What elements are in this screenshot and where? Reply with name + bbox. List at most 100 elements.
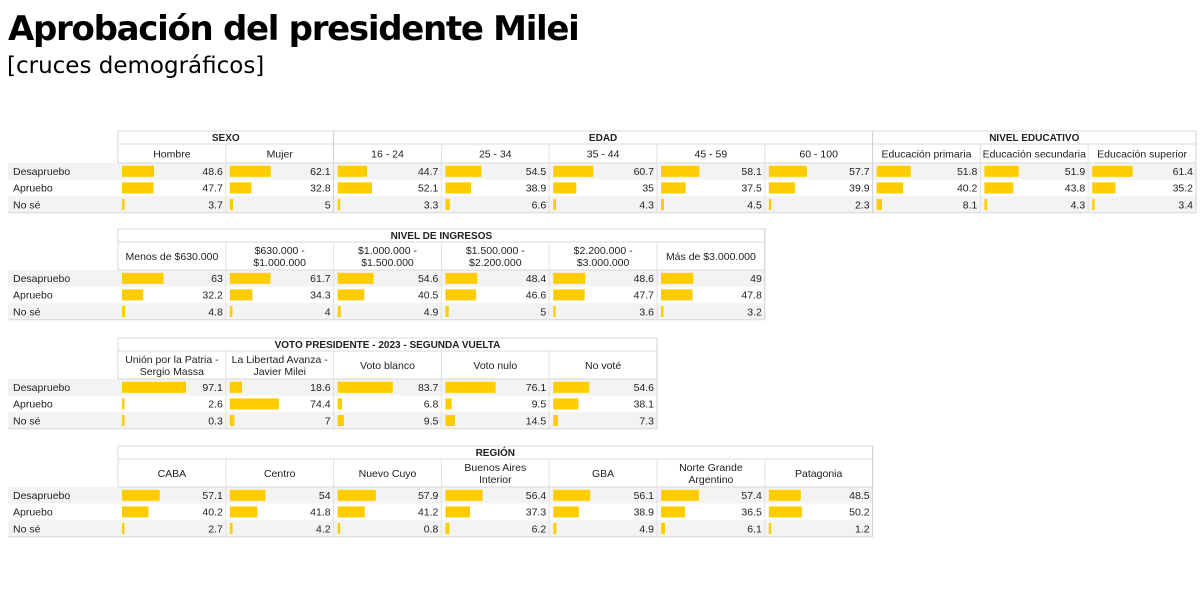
column-header: $1.000.000 -: [358, 245, 417, 257]
data-label: 74.4: [310, 399, 331, 411]
data-bar: [445, 199, 450, 210]
data-label: 2.7: [208, 523, 223, 535]
row-label: Apruebo: [13, 399, 53, 411]
data-bar: [445, 165, 482, 177]
data-label: 2.3: [855, 199, 870, 211]
data-bar: [768, 199, 772, 210]
row-label: Apruebo: [13, 507, 53, 519]
data-label: 83.7: [418, 382, 439, 394]
column-header: Norte Grande: [679, 462, 743, 474]
data-bar: [768, 182, 796, 194]
row-label: Desapruebo: [13, 273, 70, 285]
data-bar: [337, 272, 374, 284]
data-label: 3.6: [639, 306, 654, 318]
data-bar: [876, 182, 904, 194]
data-bar: [337, 199, 341, 210]
data-label: 2.6: [208, 399, 223, 411]
group-header: NIVEL EDUCATIVO: [989, 133, 1079, 144]
data-label: 4.9: [424, 306, 439, 318]
data-bar: [553, 415, 559, 426]
data-bar: [768, 523, 772, 534]
data-label: 50.2: [849, 507, 870, 519]
column-header: Unión por la Patria -: [125, 354, 219, 366]
data-bar: [229, 306, 233, 317]
data-bar: [337, 523, 341, 534]
data-bar: [445, 289, 477, 301]
data-label: 35: [642, 183, 654, 195]
data-label: 7: [325, 415, 331, 427]
data-bar: [122, 381, 187, 393]
data-label: 4.5: [747, 199, 762, 211]
data-bar: [445, 489, 483, 501]
data-label: 34.3: [310, 290, 331, 302]
data-label: 54: [319, 490, 331, 502]
data-label: 47.8: [741, 290, 762, 302]
data-label: 48.4: [526, 273, 547, 285]
data-label: 6.1: [747, 523, 762, 535]
data-bar: [122, 523, 125, 534]
data-label: 56.1: [634, 490, 655, 502]
data-bar: [1092, 182, 1116, 194]
column-header: Sergio Massa: [140, 366, 204, 378]
data-bar: [768, 506, 802, 518]
data-bar: [553, 489, 591, 501]
data-label: 44.7: [418, 166, 439, 178]
group-header: VOTO PRESIDENTE - 2023 - SEGUNDA VUELTA: [275, 340, 501, 351]
group-header: SEXO: [212, 133, 240, 144]
data-label: 51.9: [1065, 166, 1086, 178]
data-label: 40.2: [202, 507, 223, 519]
group-header: REGIÓN: [476, 446, 515, 459]
data-bar: [337, 398, 343, 410]
data-label: 47.7: [202, 183, 223, 195]
page-title: Aprobación del presidente Milei: [8, 9, 580, 49]
data-label: 9.5: [532, 399, 547, 411]
data-label: 40.2: [957, 183, 978, 195]
table-row-bg: [8, 179, 1196, 197]
data-bar: [229, 272, 271, 284]
data-label: 37.5: [741, 183, 762, 195]
data-label: 6.6: [532, 199, 547, 211]
data-bar: [1092, 165, 1133, 177]
data-bar: [337, 165, 368, 177]
column-header: Educación superior: [1097, 148, 1187, 160]
data-label: 32.2: [202, 290, 223, 302]
data-bar: [337, 415, 344, 426]
data-label: 49: [750, 273, 762, 285]
data-bar: [984, 199, 988, 210]
data-bar: [661, 306, 664, 317]
data-bar: [553, 199, 557, 210]
data-label: 32.8: [310, 183, 331, 195]
data-bar: [661, 289, 693, 301]
data-bar: [122, 306, 126, 317]
data-label: 52.1: [418, 183, 439, 195]
table-row-bg: [8, 303, 765, 320]
data-bar: [122, 489, 160, 501]
data-label: 38.1: [634, 399, 655, 411]
data-bar: [337, 306, 341, 317]
page-subtitle: [cruces demográficos]: [7, 53, 265, 79]
column-header: $2.200.000 -: [574, 245, 633, 257]
data-label: 46.6: [526, 290, 547, 302]
column-header: $3.000.000: [577, 257, 630, 269]
row-label: No sé: [13, 306, 41, 318]
data-bar: [337, 289, 365, 301]
column-header: 35 - 44: [587, 148, 620, 160]
data-bar: [445, 398, 452, 410]
column-header: 45 - 59: [695, 148, 728, 160]
column-header: Patagonia: [795, 468, 842, 480]
data-bar: [768, 489, 801, 501]
data-label: 54.6: [418, 273, 439, 285]
data-bar: [661, 523, 666, 534]
data-label: 3.2: [747, 306, 762, 318]
data-bar: [661, 489, 699, 501]
data-bar: [1092, 199, 1095, 210]
column-header: 60 - 100: [799, 148, 838, 160]
data-label: 3.3: [424, 199, 439, 211]
data-label: 48.6: [202, 166, 223, 178]
data-bar: [876, 165, 911, 177]
data-label: 4: [325, 306, 331, 318]
row-label: Apruebo: [13, 290, 53, 302]
column-header: 16 - 24: [371, 148, 404, 160]
data-bar: [661, 182, 686, 194]
